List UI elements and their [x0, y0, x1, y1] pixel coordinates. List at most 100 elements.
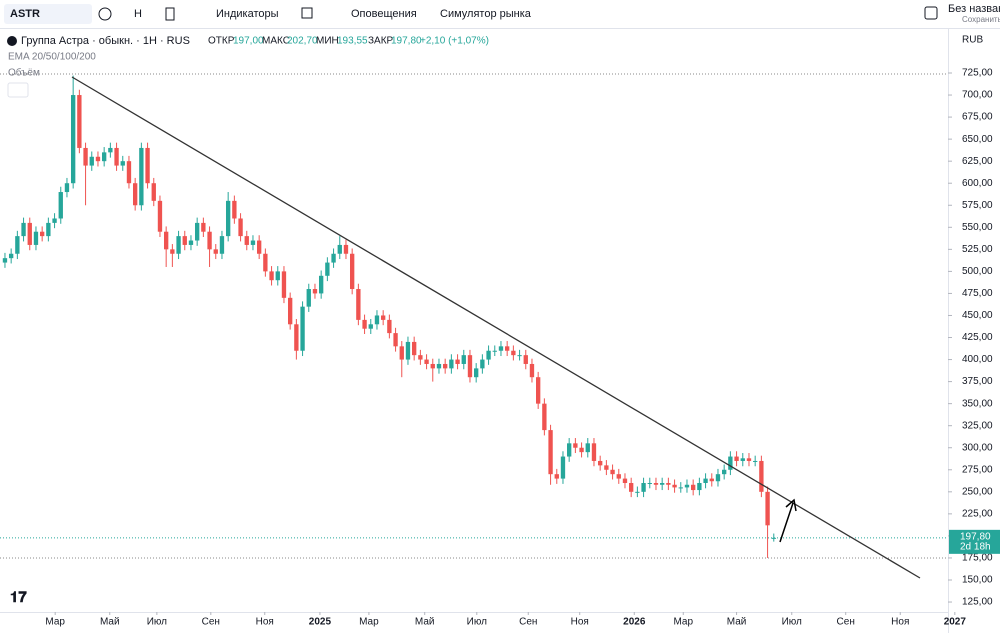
open-label: ОТКР — [208, 36, 235, 47]
candle-body — [368, 324, 373, 329]
candle-body — [225, 200, 231, 237]
candle-body — [387, 319, 392, 334]
collapse-button[interactable] — [7, 82, 29, 98]
candle-body — [157, 200, 163, 232]
currency[interactable]: RUB — [962, 35, 983, 46]
x-tick-label: Ноя — [256, 617, 274, 628]
candle-body — [337, 244, 342, 254]
candle-body — [653, 483, 659, 485]
add-button[interactable] — [98, 7, 112, 21]
candle-body — [325, 262, 330, 276]
arrow[interactable] — [779, 502, 794, 543]
trend-line[interactable] — [71, 76, 921, 579]
candle-body — [604, 465, 609, 470]
x-tick-label: Июл — [467, 617, 487, 628]
legend-title: Группа Астра · обыкн. · 1Н · RUS — [21, 35, 190, 47]
high-value: 202,70 — [287, 36, 318, 47]
interval[interactable]: Н — [134, 8, 142, 20]
x-tick-label: Май — [100, 617, 120, 628]
y-tick-label: 625,00 — [962, 156, 993, 167]
y-tick-label: 675,00 — [962, 112, 993, 123]
candle-body — [269, 271, 274, 281]
ema-label[interactable]: EMA 20/50/100/200 — [8, 52, 96, 63]
candle-body — [101, 152, 107, 162]
x-tick-label: Май — [727, 617, 747, 628]
candle-body — [33, 231, 39, 245]
alerts[interactable]: Оповещения — [351, 8, 417, 20]
x-tick-label: Сен — [837, 617, 855, 628]
candle-body — [281, 271, 287, 298]
candle-body — [771, 537, 776, 539]
candle-body — [734, 456, 739, 461]
candle-body — [132, 183, 138, 206]
plot — [0, 75, 948, 558]
close-value: 197,80 — [391, 36, 422, 47]
candle-body — [27, 222, 32, 245]
x-tick-label: 2026 — [623, 617, 646, 628]
x-tick-label: Мар — [359, 617, 379, 628]
indicators[interactable]: Индикаторы — [216, 8, 279, 20]
chart-type[interactable] — [165, 7, 175, 21]
candle-body — [492, 350, 497, 352]
candle-body — [455, 359, 460, 364]
candle-body — [728, 456, 733, 470]
replay[interactable]: Симулятор рынка — [440, 8, 532, 20]
x-tick-label: Сен — [519, 617, 537, 628]
symbol[interactable]: ASTR — [10, 8, 40, 20]
candle-body — [585, 443, 590, 453]
y-tick-label: 650,00 — [962, 134, 993, 145]
y-tick-label: 700,00 — [962, 90, 993, 101]
y-tick-label: 600,00 — [962, 178, 993, 189]
candle-body — [77, 95, 82, 148]
candle-body — [480, 359, 485, 369]
toolbar: ASTR Н Индикаторы Оповещения Симулятор р… — [0, 3, 1000, 29]
open-value: 197,00 — [233, 36, 264, 47]
templates[interactable] — [301, 7, 313, 19]
candle-body — [746, 458, 752, 461]
candle-body — [219, 236, 225, 254]
save[interactable]: Сохранить — [962, 15, 1000, 24]
layout-icon[interactable] — [924, 6, 938, 20]
candle-body — [163, 231, 169, 250]
candle-body — [170, 249, 175, 254]
candle-body — [95, 156, 101, 162]
candle-body — [660, 483, 665, 485]
volume-label[interactable]: Объём — [8, 67, 40, 79]
candle-body — [678, 487, 683, 489]
symbol-box[interactable] — [4, 4, 92, 24]
candle-body — [70, 95, 76, 184]
x-tick-label: 2027 — [944, 617, 967, 628]
tv-logo[interactable]: 𝟏𝟕 — [10, 589, 27, 606]
candle-body — [474, 368, 479, 378]
x-tick-label: Мар — [673, 617, 693, 628]
candle-body — [666, 483, 671, 485]
candle-body — [8, 253, 14, 259]
candle-body — [89, 156, 94, 166]
candle-body — [536, 377, 541, 404]
candle-body — [418, 355, 423, 360]
y-tick-label: 125,00 — [962, 597, 993, 608]
x-tick-label: Мар — [45, 617, 65, 628]
candle-body — [703, 478, 708, 484]
y-tick-label: 450,00 — [962, 310, 993, 321]
candle-body — [380, 315, 386, 320]
y-tick-label: 500,00 — [962, 266, 993, 277]
candle-body — [194, 222, 200, 241]
candle-body — [188, 240, 194, 245]
candle-body — [449, 359, 454, 369]
candle-body — [691, 484, 696, 491]
last-price-label: 197,80 — [960, 531, 991, 542]
candle-body — [145, 147, 150, 184]
candle-body — [411, 341, 417, 356]
candle-body — [740, 458, 745, 461]
candle-body — [182, 236, 187, 245]
y-tick-label: 725,00 — [962, 68, 993, 79]
x-tick-label: Ноя — [891, 617, 909, 628]
candle-body — [610, 469, 615, 475]
layout-name[interactable]: Без названия — [948, 3, 1000, 15]
candle-body — [263, 253, 268, 272]
change: +2,10 (+1,07%) — [420, 36, 489, 47]
candle-body — [331, 253, 336, 263]
y-tick-label: 150,00 — [962, 575, 993, 586]
